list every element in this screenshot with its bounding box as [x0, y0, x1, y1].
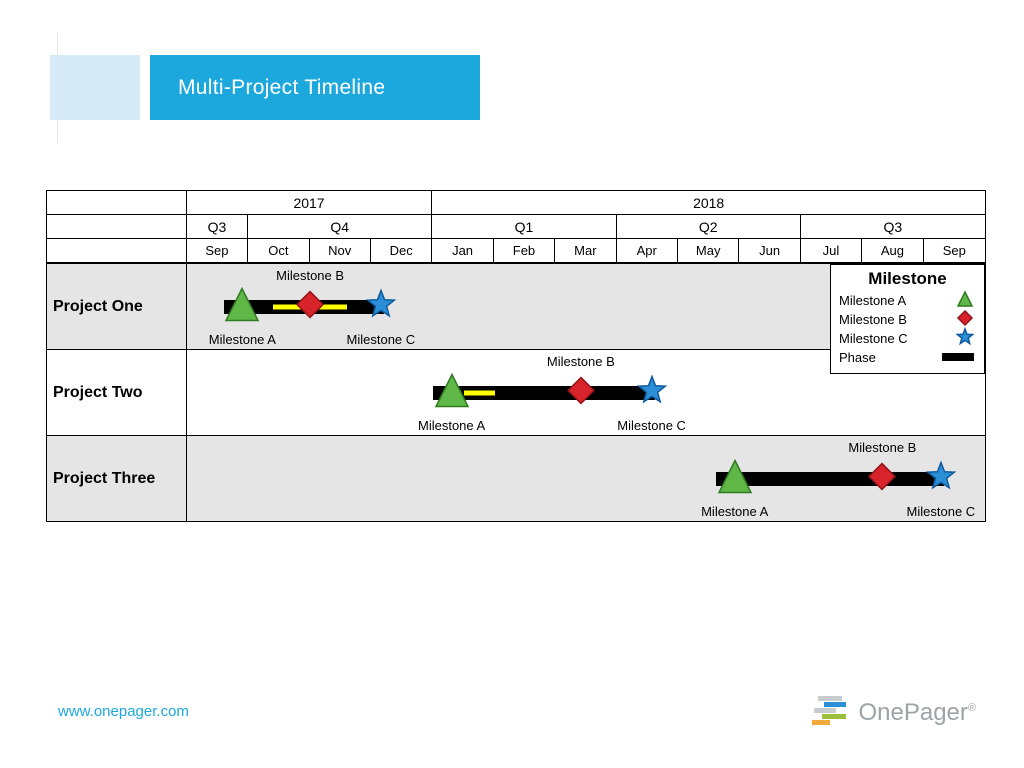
header-band: Multi-Project Timeline [50, 55, 480, 120]
month-header: Mar [555, 239, 616, 262]
page-title: Multi-Project Timeline [150, 55, 480, 120]
month-header: Aug [862, 239, 923, 262]
footer-url[interactable]: www.onepager.com [58, 703, 189, 720]
legend-title: Milestone [839, 269, 976, 289]
quarter-header: Q1 [432, 215, 616, 238]
legend-diamond-icon [956, 309, 974, 330]
milestone-label: Milestone A [418, 418, 485, 433]
milestone-label: Milestone A [701, 504, 768, 519]
milestone-label: Milestone B [547, 354, 615, 369]
legend-row: Milestone C [839, 329, 976, 348]
logo-text: OnePager [858, 699, 967, 726]
milestone-label: Milestone C [617, 418, 686, 433]
legend-row: Phase [839, 348, 976, 367]
milestone-label: Milestone C [347, 332, 416, 347]
milestone-c-icon [637, 375, 667, 410]
month-header: Oct [248, 239, 309, 262]
milestone-c-icon [926, 461, 956, 496]
milestone-b-icon [566, 375, 596, 410]
milestone-a-icon [434, 372, 470, 413]
month-header: Jul [801, 239, 862, 262]
legend-row: Milestone A [839, 291, 976, 310]
quarter-header: Q3 [801, 215, 985, 238]
project-label: Project Three [47, 436, 187, 521]
month-header: Dec [371, 239, 432, 262]
project-row: Project ThreeMilestone AMilestone BMiles… [47, 435, 985, 521]
milestone-label: Milestone B [276, 268, 344, 283]
project-lane: Milestone A Milestone B Milestone C [187, 436, 985, 521]
legend-star-icon [956, 328, 974, 349]
month-header: May [678, 239, 739, 262]
month-header: Nov [310, 239, 371, 262]
legend-bar-icon [942, 350, 974, 365]
onepager-logo: OnePager® [812, 696, 976, 730]
year-header: 2018 [432, 191, 985, 214]
quarter-header: Q4 [248, 215, 432, 238]
milestone-b-icon [295, 289, 325, 324]
milestone-label: Milestone C [907, 504, 976, 519]
header-pale-block [50, 55, 140, 120]
month-header: Apr [617, 239, 678, 262]
quarter-header: Q3 [187, 215, 248, 238]
month-header: Feb [494, 239, 555, 262]
milestone-a-icon [717, 458, 753, 499]
quarter-header: Q2 [617, 215, 801, 238]
year-header: 2017 [187, 191, 433, 214]
project-label: Project One [47, 264, 187, 349]
milestone-c-icon [366, 289, 396, 324]
legend: Milestone Milestone AMilestone BMilestone… [830, 264, 985, 374]
legend-triangle-icon [956, 290, 974, 311]
month-header: Jan [432, 239, 493, 262]
project-label: Project Two [47, 350, 187, 435]
month-header: Jun [739, 239, 800, 262]
milestone-label: Milestone A [209, 332, 276, 347]
milestone-a-icon [224, 286, 260, 327]
legend-row: Milestone B [839, 310, 976, 329]
timeline-chart: 20172018Q3Q4Q1Q2Q3SepOctNovDecJanFebMarA… [46, 190, 986, 522]
milestone-b-icon [867, 461, 897, 496]
month-header: Sep [924, 239, 985, 262]
milestone-label: Milestone B [848, 440, 916, 455]
month-header: Sep [187, 239, 248, 262]
